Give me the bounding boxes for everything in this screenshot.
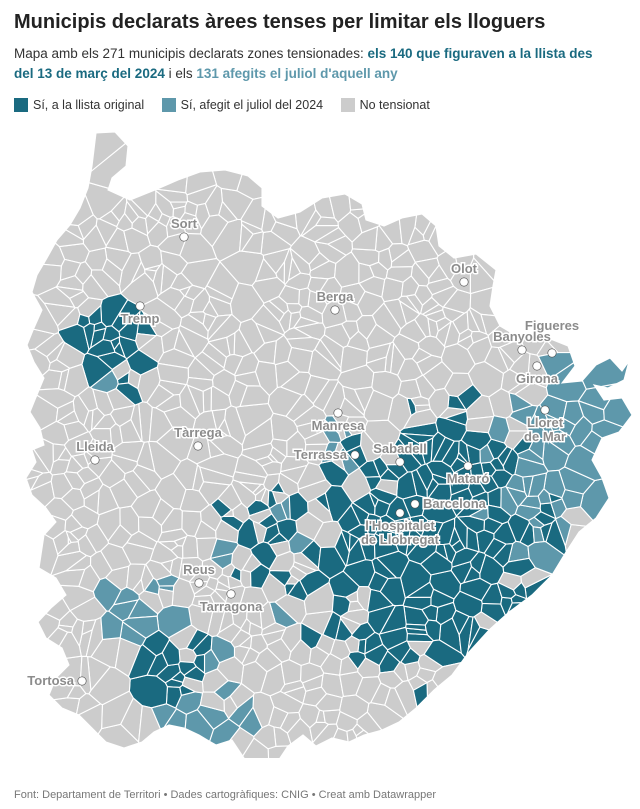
svg-text:Terrassa: Terrassa <box>294 447 348 462</box>
svg-text:Sort: Sort <box>171 216 198 231</box>
svg-text:Lloret: Lloret <box>527 415 564 430</box>
svg-text:Olot: Olot <box>451 261 478 276</box>
svg-text:Barcelona: Barcelona <box>423 496 487 511</box>
svg-text:Tàrrega: Tàrrega <box>174 425 222 440</box>
svg-text:Girona: Girona <box>516 371 559 386</box>
svg-text:Lleida: Lleida <box>76 439 114 454</box>
svg-text:de Llobregat: de Llobregat <box>361 532 440 547</box>
svg-text:Reus: Reus <box>183 562 215 577</box>
svg-text:Mataró: Mataró <box>447 471 490 486</box>
svg-text:l'Hospitalet: l'Hospitalet <box>365 518 435 533</box>
svg-text:Sabadell: Sabadell <box>373 441 426 456</box>
svg-text:Tortosa: Tortosa <box>27 673 74 688</box>
svg-text:Manresa: Manresa <box>312 418 366 433</box>
svg-text:Banyoles: Banyoles <box>493 329 551 344</box>
svg-text:Tarragona: Tarragona <box>200 599 263 614</box>
svg-text:Tremp: Tremp <box>120 311 159 326</box>
svg-text:de Mar: de Mar <box>524 429 566 444</box>
svg-text:Berga: Berga <box>317 289 355 304</box>
